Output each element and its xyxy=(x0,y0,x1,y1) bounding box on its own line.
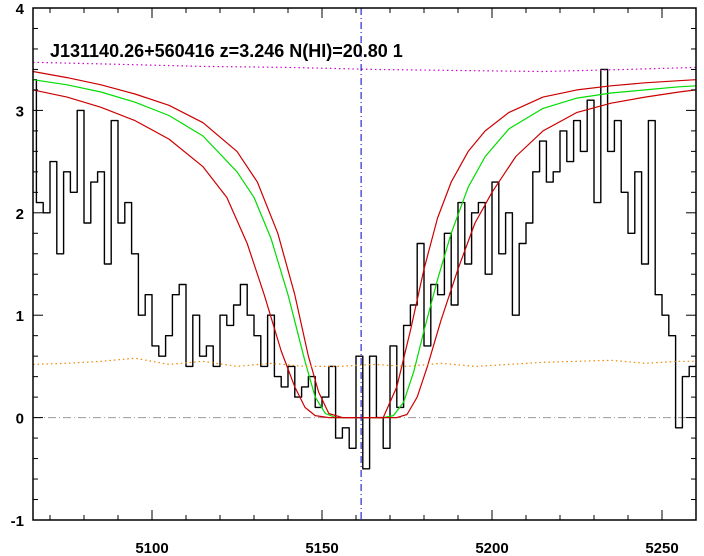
x-tick-label: 5200 xyxy=(475,540,508,556)
plot-frame xyxy=(32,7,697,521)
ticks-layer: 5100 5150 5200 5250 -1 0 1 2 3 4 xyxy=(11,1,697,556)
y-tick-label: 0 xyxy=(16,411,24,428)
axes-layer xyxy=(32,7,697,521)
y-tick-label: 1 xyxy=(16,308,24,325)
chart-title: J131140.26+560416 z=3.246 N(HI)=20.80 1 xyxy=(50,41,403,61)
series-line-6 xyxy=(33,357,696,367)
x-tick-label: 5250 xyxy=(645,540,678,556)
series-line-1 xyxy=(33,68,696,470)
series-line-4 xyxy=(33,89,696,419)
x-tick-label: 5100 xyxy=(135,540,168,556)
y-tick-label: 2 xyxy=(16,206,24,223)
x-tick-label: 5150 xyxy=(305,540,338,556)
series-line-5 xyxy=(33,61,696,73)
y-tick-label: -1 xyxy=(11,513,24,530)
data-layer xyxy=(33,8,696,520)
y-tick-label: 3 xyxy=(16,103,24,120)
y-tick-label: 4 xyxy=(16,1,25,18)
